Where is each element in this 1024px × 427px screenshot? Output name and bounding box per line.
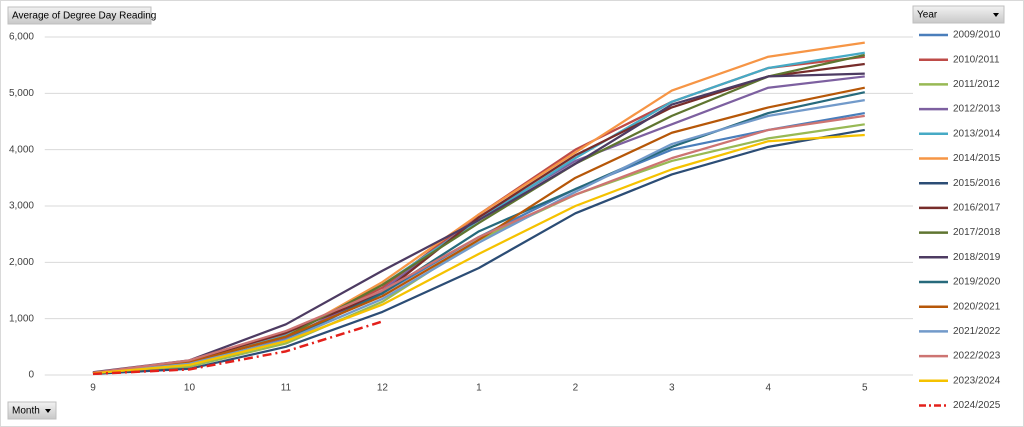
x-tick-label: 5 bbox=[862, 383, 868, 394]
legend-label: 2010/2011 bbox=[953, 54, 1000, 65]
legend-field-button[interactable]: Year bbox=[912, 5, 1005, 24]
y-tick-label: 5,000 bbox=[9, 88, 34, 99]
x-tick-label: 10 bbox=[184, 383, 196, 394]
legend-label: 2014/2015 bbox=[953, 153, 1001, 164]
series-line bbox=[92, 86, 865, 374]
series-line bbox=[92, 133, 865, 375]
button-box bbox=[912, 5, 1005, 24]
button-box bbox=[7, 401, 57, 420]
legend-label: 2018/2019 bbox=[953, 252, 1001, 263]
value-field-button[interactable]: Average of Degree Day Reading bbox=[7, 6, 156, 25]
legend-label: 2011/2012 bbox=[953, 79, 1000, 90]
button-label: Month bbox=[12, 406, 40, 417]
y-tick-label: 2,000 bbox=[9, 257, 34, 268]
axis-field-button[interactable]: Month bbox=[7, 401, 57, 420]
legend-label: 2015/2016 bbox=[953, 178, 1001, 189]
legend-label: 2024/2025 bbox=[953, 400, 1001, 411]
legend-label: 2013/2014 bbox=[953, 128, 1001, 139]
x-tick-label: 1 bbox=[476, 383, 482, 394]
x-tick-label: 12 bbox=[377, 383, 389, 394]
legend-label: 2021/2022 bbox=[953, 326, 1001, 337]
y-tick-label: 3,000 bbox=[9, 201, 34, 212]
y-tick-label: 1,000 bbox=[9, 313, 34, 324]
series-line bbox=[92, 72, 865, 374]
legend-label: 2012/2013 bbox=[953, 104, 1001, 115]
x-tick-label: 2 bbox=[573, 383, 579, 394]
x-tick-label: 3 bbox=[669, 383, 675, 394]
legend-label: 2022/2023 bbox=[953, 351, 1001, 362]
series-line bbox=[92, 114, 865, 374]
button-label: Year bbox=[917, 10, 938, 21]
x-tick-label: 4 bbox=[766, 383, 772, 394]
legend-label: 2020/2021 bbox=[953, 301, 1001, 312]
legend-label: 2023/2024 bbox=[953, 375, 1001, 386]
y-tick-label: 6,000 bbox=[9, 32, 34, 43]
dropdown-arrow bbox=[993, 13, 999, 17]
legend-label: 2009/2010 bbox=[953, 30, 1001, 41]
x-tick-label: 9 bbox=[90, 383, 96, 394]
y-tick-label: 0 bbox=[28, 370, 34, 381]
dropdown-arrow bbox=[45, 409, 51, 413]
legend-label: 2019/2020 bbox=[953, 277, 1001, 288]
legend-label: 2016/2017 bbox=[953, 203, 1001, 214]
x-tick-label: 11 bbox=[281, 383, 292, 394]
legend-label: 2017/2018 bbox=[953, 227, 1001, 238]
y-tick-label: 4,000 bbox=[9, 144, 34, 155]
button-box bbox=[7, 6, 152, 25]
series-line bbox=[92, 128, 865, 375]
button-label: Average of Degree Day Reading bbox=[12, 11, 156, 22]
